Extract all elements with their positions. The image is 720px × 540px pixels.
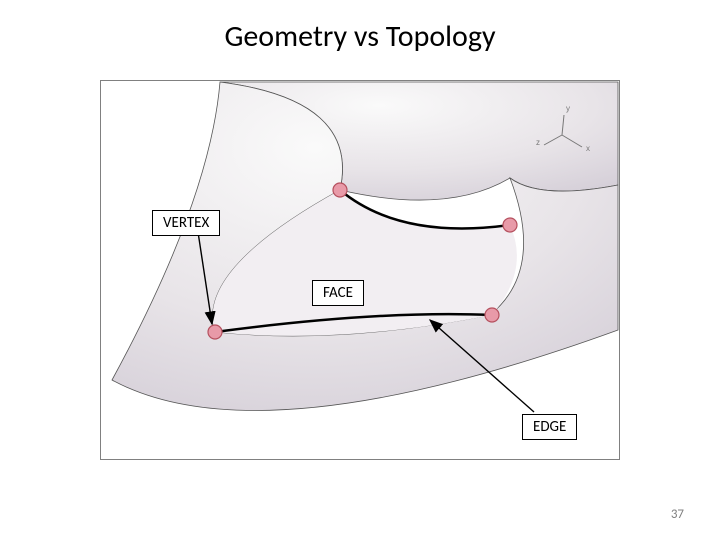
- svg-text:z: z: [536, 138, 540, 147]
- label-vertex: VERTEX: [152, 210, 220, 236]
- svg-text:x: x: [586, 144, 590, 153]
- label-face: FACE: [312, 280, 364, 306]
- svg-text:y: y: [566, 104, 570, 113]
- diagram-svg: z x y: [0, 0, 720, 540]
- label-edge: EDGE: [522, 414, 577, 440]
- page-number: 37: [671, 507, 684, 522]
